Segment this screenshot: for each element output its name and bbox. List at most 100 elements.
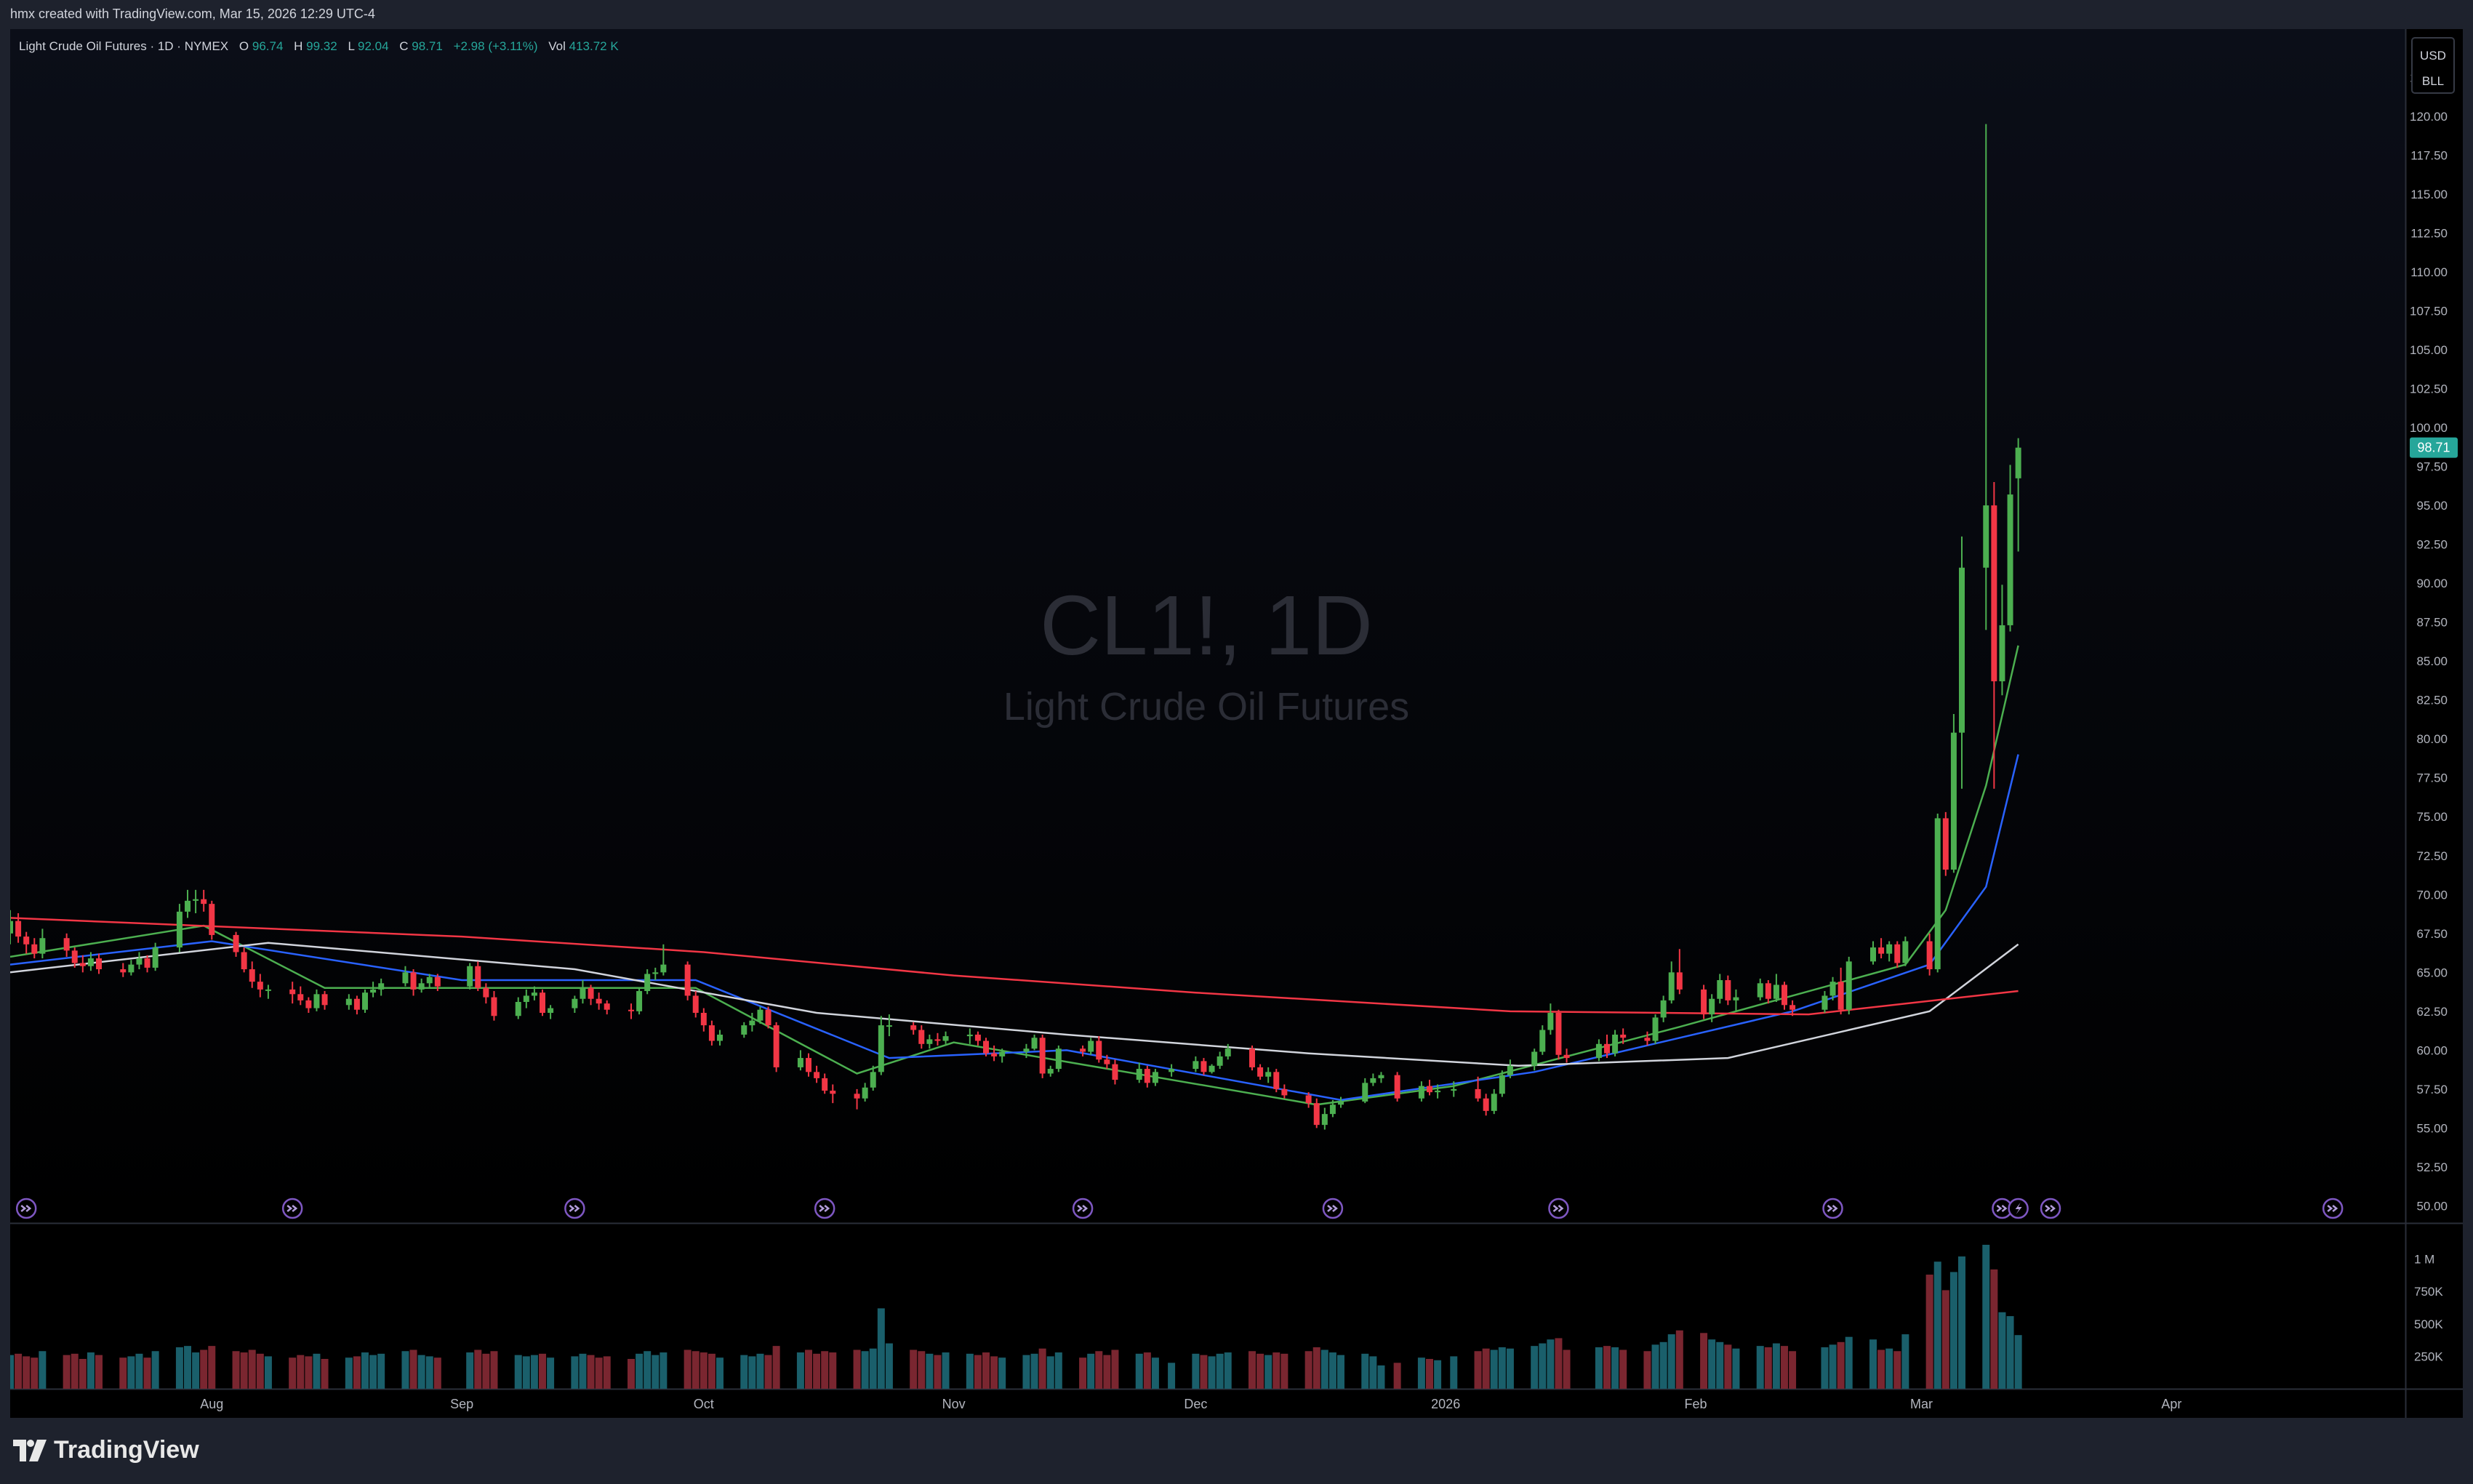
candle-body xyxy=(410,972,417,990)
candle xyxy=(289,982,296,1004)
candle xyxy=(1321,1107,1328,1130)
price-tick-label: 107.50 xyxy=(2410,304,2448,318)
time-axis[interactable]: Aug Sep Oct Nov Dec 2026 Feb Mar Apr xyxy=(200,1397,2181,1411)
candle-body xyxy=(660,964,667,973)
volume-bar xyxy=(232,1351,240,1389)
price-tick-label: 77.50 xyxy=(2416,771,2448,785)
candle-body xyxy=(1144,1069,1150,1083)
candle-body xyxy=(1845,961,1852,1010)
volume-bar xyxy=(1998,1312,2006,1389)
event-marker-icon[interactable] xyxy=(2040,1198,2061,1219)
candle xyxy=(604,1000,610,1015)
volume-bar xyxy=(1990,1269,1998,1389)
candle-body xyxy=(209,904,215,935)
candle-body xyxy=(918,1030,925,1044)
candle-body xyxy=(806,1058,811,1072)
candle xyxy=(257,974,263,998)
volume-bar xyxy=(31,1357,39,1389)
candle xyxy=(1249,1045,1255,1071)
tradingview-logo[interactable]: TradingView xyxy=(13,1436,199,1464)
candle-body xyxy=(1362,1083,1368,1102)
candle xyxy=(1435,1084,1441,1099)
price-tick-label: 55.00 xyxy=(2416,1121,2448,1135)
candle xyxy=(63,933,70,957)
candle xyxy=(1338,1096,1344,1108)
candle-body xyxy=(1555,1012,1562,1055)
event-marker-icon[interactable] xyxy=(281,1198,303,1219)
candle-body xyxy=(176,911,183,948)
event-marker-icon[interactable] xyxy=(1548,1198,1569,1219)
candle xyxy=(152,942,159,971)
event-marker-icon[interactable] xyxy=(2322,1198,2344,1219)
volume-bar xyxy=(1781,1346,1788,1389)
candle-body xyxy=(1281,1088,1288,1096)
candle-body xyxy=(265,989,271,991)
candle-body xyxy=(1652,1017,1659,1041)
candle-body xyxy=(757,1009,763,1021)
event-marker-icon[interactable] xyxy=(1072,1198,1094,1219)
volume-bar xyxy=(1619,1349,1627,1389)
candle-body xyxy=(1725,980,1731,1000)
ma-line-white xyxy=(10,942,2019,1067)
price-tick-label: 50.00 xyxy=(2416,1199,2448,1213)
candle-body xyxy=(2007,494,2013,625)
candle-body xyxy=(548,1008,554,1013)
candle-body xyxy=(1612,1034,1619,1054)
time-tick-label: Sep xyxy=(450,1397,473,1411)
volume-bar xyxy=(756,1353,764,1389)
price-pane[interactable] xyxy=(10,29,2405,1223)
chart-canvas[interactable]: CL1!, 1D Light Crude Oil Futures 122.501… xyxy=(10,29,2463,1418)
event-marker-icon[interactable] xyxy=(1822,1198,1843,1219)
price-axis[interactable]: 122.50120.00117.50115.00112.50110.00107.… xyxy=(2410,71,2448,1213)
candle-body xyxy=(910,1025,917,1030)
candle xyxy=(749,1012,755,1032)
candle-body xyxy=(128,964,135,973)
last-price-value: 98.71 xyxy=(2417,441,2450,455)
candle-body xyxy=(886,1025,892,1027)
currency-box[interactable]: USD BLL xyxy=(2411,37,2455,94)
event-marker-icon[interactable] xyxy=(1322,1198,1344,1219)
event-marker-icon[interactable] xyxy=(564,1198,585,1219)
attribution-text: hmx created with TradingView.com, Mar 15… xyxy=(10,7,375,21)
volume-bar xyxy=(861,1351,869,1389)
candle-body xyxy=(814,1072,820,1078)
volume-bar xyxy=(748,1356,756,1389)
legend-close-value: 98.71 xyxy=(412,39,443,53)
candle-body xyxy=(1193,1061,1199,1070)
time-tick-label: Apr xyxy=(2161,1397,2181,1411)
volume-bar xyxy=(1829,1344,1837,1389)
volume-bar xyxy=(2014,1335,2022,1389)
candle xyxy=(1080,1045,1086,1056)
volume-bar xyxy=(1603,1346,1611,1389)
volume-bar xyxy=(1877,1349,1885,1389)
volume-bar xyxy=(39,1351,47,1389)
dividend-marker-icon[interactable] xyxy=(2008,1198,2029,1219)
candle xyxy=(1491,1088,1497,1115)
volume-bar xyxy=(1845,1336,1853,1389)
event-marker-icon[interactable] xyxy=(814,1198,835,1219)
volume-bar xyxy=(466,1352,474,1389)
event-marker-icon[interactable] xyxy=(15,1198,37,1219)
event-markers[interactable] xyxy=(15,1198,2344,1219)
volume-bar xyxy=(87,1352,95,1389)
price-tick-label: 112.50 xyxy=(2410,226,2448,240)
volume-bar xyxy=(1248,1351,1256,1389)
candle xyxy=(185,889,191,918)
candle xyxy=(830,1084,836,1104)
candle xyxy=(410,969,417,996)
volume-bar xyxy=(1941,1290,1949,1389)
candle-body xyxy=(1563,1054,1570,1059)
volume-bar xyxy=(1393,1363,1401,1389)
volume-bar xyxy=(63,1355,71,1389)
candle xyxy=(886,1014,892,1037)
event-marker-icon[interactable] xyxy=(1992,1198,2013,1219)
volume-bar xyxy=(248,1349,256,1389)
volume-bar xyxy=(1498,1347,1506,1389)
candle xyxy=(926,1034,933,1049)
candle xyxy=(402,966,409,987)
candle xyxy=(1595,1039,1602,1062)
volume-bar xyxy=(1772,1343,1780,1389)
candle-body xyxy=(1668,972,1675,1000)
candle xyxy=(15,913,22,943)
volume-bar xyxy=(1901,1334,1909,1389)
